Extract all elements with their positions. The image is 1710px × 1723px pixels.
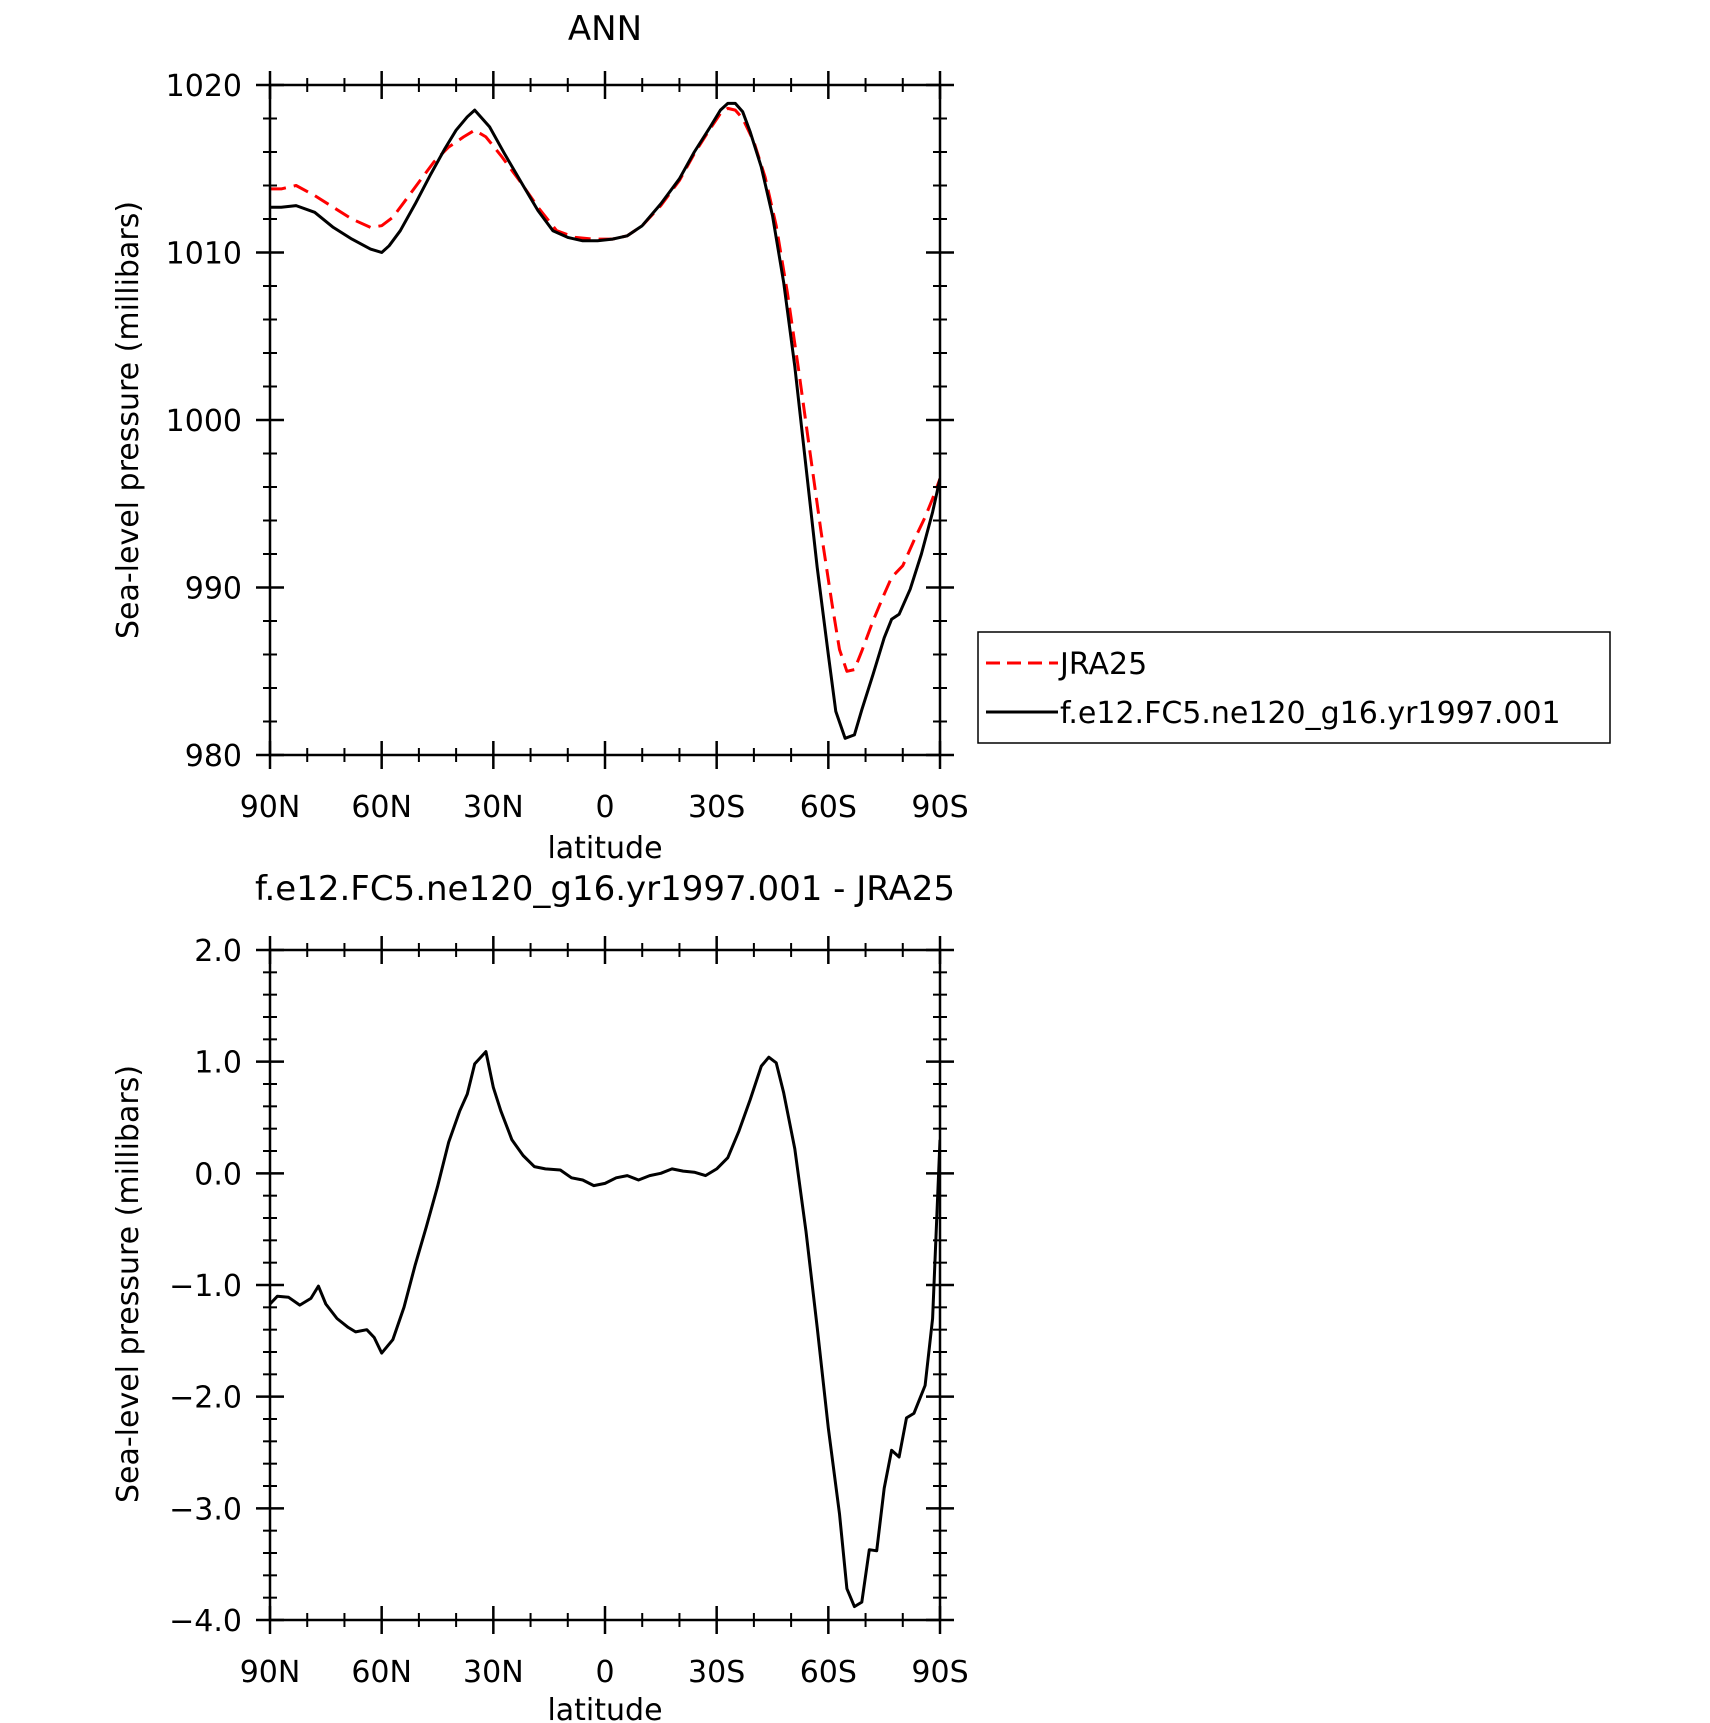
legend-entry-jra25: JRA25	[1058, 647, 1147, 682]
y-tick-label: 980	[185, 739, 242, 774]
y-tick-label: −3.0	[169, 1492, 242, 1527]
x-axis-label: latitude	[547, 1693, 662, 1723]
x-tick-label: 60N	[351, 1655, 412, 1690]
series-line-0	[270, 106, 940, 673]
panel-bottom: f.e12.FC5.ne120_g16.yr1997.001 - JRA25 l…	[111, 869, 969, 1723]
panel-top: ANN latitude Sea-level pressure (milliba…	[111, 9, 1611, 866]
legend: JRA25 f.e12.FC5.ne120_g16.yr1997.001	[977, 631, 1611, 744]
chart-title: f.e12.FC5.ne120_g16.yr1997.001 - JRA25	[255, 869, 955, 909]
x-axis-label: latitude	[547, 831, 662, 866]
series-line-1	[270, 101, 940, 740]
x-tick-label: 60S	[800, 1655, 857, 1690]
x-tick-label: 90N	[240, 1655, 301, 1690]
x-tick-label: 0	[595, 790, 614, 825]
y-axis-label: Sea-level pressure (millibars)	[111, 1065, 146, 1503]
y-tick-label: 1000	[166, 404, 242, 439]
y-tick-label: 0.0	[194, 1157, 242, 1192]
x-tick-label: 90S	[911, 790, 968, 825]
y-tick-label: 1020	[166, 69, 242, 104]
y-tick-label: −4.0	[169, 1604, 242, 1639]
y-tick-label: 1010	[166, 237, 242, 272]
legend-entry-model: f.e12.FC5.ne120_g16.yr1997.001	[1060, 696, 1561, 731]
series-line-0	[270, 1050, 940, 1609]
x-tick-label: 30N	[463, 1655, 524, 1690]
x-tick-label: 30S	[688, 1655, 745, 1690]
x-tick-label: 30S	[688, 790, 745, 825]
y-tick-label: 2.0	[194, 934, 242, 969]
x-tick-label: 30N	[463, 790, 524, 825]
chart-title: ANN	[568, 9, 642, 49]
x-tick-label: 60N	[351, 790, 412, 825]
y-axis-label: Sea-level pressure (millibars)	[111, 201, 146, 639]
y-tick-label: −2.0	[169, 1381, 242, 1416]
plot-frame	[268, 83, 942, 757]
y-tick-label: 990	[185, 572, 242, 607]
x-tick-label: 90N	[240, 790, 301, 825]
x-tick-label: 90S	[911, 1655, 968, 1690]
x-tick-label: 60S	[800, 790, 857, 825]
x-tick-label: 0	[595, 1655, 614, 1690]
y-tick-label: 1.0	[194, 1046, 242, 1081]
legend-box	[977, 631, 1611, 744]
y-tick-label: −1.0	[169, 1269, 242, 1304]
